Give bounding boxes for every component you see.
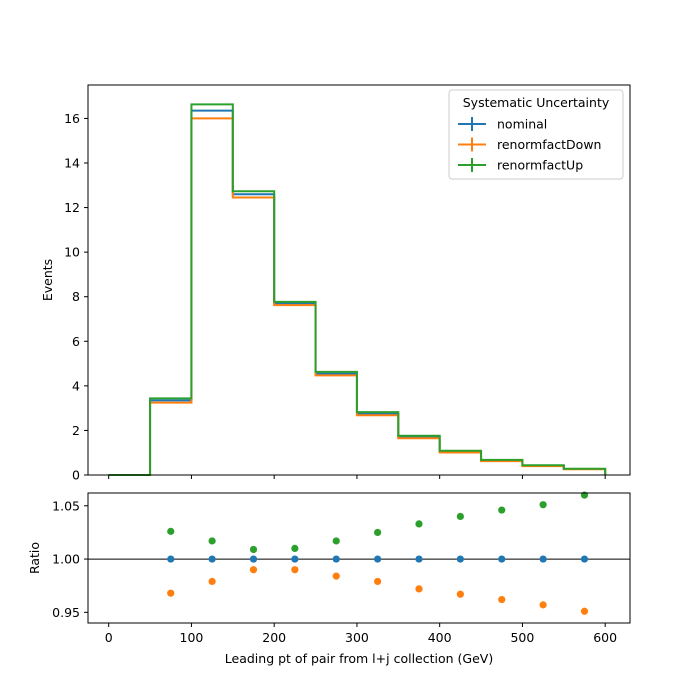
- x-tick-label: 200: [262, 630, 286, 645]
- main-y-tick-label: 12: [64, 200, 80, 215]
- main-y-tick-label: 8: [72, 289, 80, 304]
- x-tick-label: 300: [345, 630, 369, 645]
- ratio-point-nominal: [167, 555, 175, 563]
- main-y-tick-label: 16: [64, 111, 80, 126]
- legend-label-renormfactUp: renormfactUp: [497, 158, 583, 173]
- main-y-tick-label: 6: [72, 334, 80, 349]
- ratio-y-axis-title: Ratio: [27, 542, 42, 574]
- main-y-tick-label: 10: [64, 245, 80, 260]
- ratio-point-renormfactUp: [167, 527, 175, 535]
- ratio-point-renormfactUp: [498, 506, 506, 514]
- legend-label-nominal: nominal: [497, 117, 547, 132]
- ratio-point-nominal: [374, 555, 382, 563]
- x-axis-title: Leading pt of pair from l+j collection (…: [225, 651, 493, 666]
- x-tick-label: 0: [105, 630, 113, 645]
- ratio-point-renormfactDown: [332, 572, 340, 580]
- x-tick-label: 400: [428, 630, 452, 645]
- ratio-point-renormfactDown: [580, 607, 589, 615]
- ratio-point-nominal: [539, 555, 547, 563]
- ratio-point-nominal: [415, 555, 423, 563]
- ratio-point-renormfactUp: [374, 528, 382, 537]
- legend-box: [448, 89, 624, 180]
- ratio-point-renormfactDown: [498, 595, 506, 604]
- ratio-point-renormfactDown: [208, 577, 216, 586]
- ratio-point-renormfactDown: [249, 566, 258, 574]
- ratio-point-renormfactDown: [456, 590, 464, 598]
- legend-label-renormfactDown: renormfactDown: [497, 137, 601, 152]
- ratio-point-renormfactDown: [539, 601, 547, 609]
- ratio-point-nominal: [498, 555, 506, 563]
- ratio-point-renormfactDown: [291, 566, 299, 574]
- ratio-panel: 0.95 1.00 1.05 0 100 200 300 400 500 600 Ratio Lead…: [27, 491, 631, 666]
- main-y-tick-label: 4: [72, 378, 80, 393]
- ratio-point-nominal: [249, 555, 258, 563]
- ratio-point-renormfactUp: [415, 520, 423, 528]
- ratio-point-nominal: [208, 555, 216, 563]
- main-y-tick-label: 2: [72, 423, 80, 438]
- x-tick-label: 100: [180, 630, 204, 645]
- ratio-point-renormfactUp: [332, 537, 340, 545]
- ratio-y-tick-label: 1.05: [52, 498, 80, 513]
- ratio-point-renormfactUp: [456, 512, 464, 521]
- histogram-renormfactUp: [108, 103, 607, 476]
- ratio-point-nominal: [291, 555, 299, 563]
- ratio-point-renormfactUp: [249, 545, 258, 554]
- legend: Systematic Uncertainty nominal renormfactD…: [448, 89, 624, 180]
- ratio-y-tick-label: 0.95: [52, 605, 80, 620]
- ratio-point-renormfactUp: [291, 544, 299, 553]
- ratio-point-renormfactUp: [539, 501, 547, 509]
- main-y-tick-label: 0: [72, 468, 80, 483]
- ratio-point-nominal: [580, 555, 589, 563]
- main-panel: 0 2 4 6 8 10 12 14 16 Events: [40, 84, 631, 483]
- legend-title: Systematic Uncertainty: [463, 95, 610, 110]
- ratio-point-renormfactDown: [167, 589, 175, 597]
- main-frame: [87, 84, 631, 476]
- main-y-axis-title: Events: [40, 259, 55, 301]
- ratio-point-renormfactDown: [374, 577, 382, 586]
- ratio-point-nominal: [456, 555, 464, 563]
- ratio-frame: [87, 492, 631, 624]
- main-y-tick-label: 14: [64, 156, 80, 171]
- x-tick-label: 500: [510, 630, 534, 645]
- ratio-point-renormfactUp: [208, 537, 216, 545]
- x-tick-label: 600: [593, 630, 617, 645]
- ratio-point-renormfactDown: [415, 585, 423, 593]
- ratio-y-tick-label: 1.00: [52, 552, 80, 567]
- ratio-point-nominal: [332, 555, 340, 563]
